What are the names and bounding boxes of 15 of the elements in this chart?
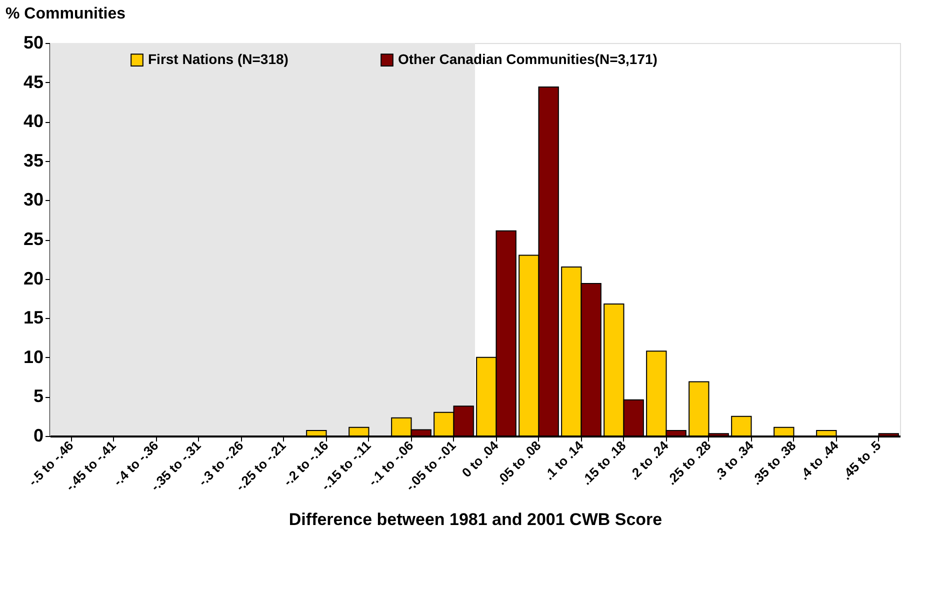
y-tick-label: 20 [23,268,44,288]
x-axis-title: Difference between 1981 and 2001 CWB Score [288,510,662,529]
y-tick-label: 25 [23,229,44,249]
y-tick-label: 45 [23,72,44,92]
y-tick-label: 40 [23,111,44,132]
y-tick-label: 50 [23,32,44,52]
y-tick-label: 30 [23,190,44,210]
y-tick-label: 35 [23,150,44,170]
legend-label: First Nations (N=318) [148,51,288,68]
y-tick-label: 5 [33,386,44,406]
y-tick-label: 0 [33,426,44,446]
y-tick-label: 15 [23,308,44,328]
y-tick-label: 10 [23,346,44,367]
legend-label: Other Canadian Communities(N=3,171) [398,51,658,68]
y-axis-title: % Communities [6,6,126,22]
